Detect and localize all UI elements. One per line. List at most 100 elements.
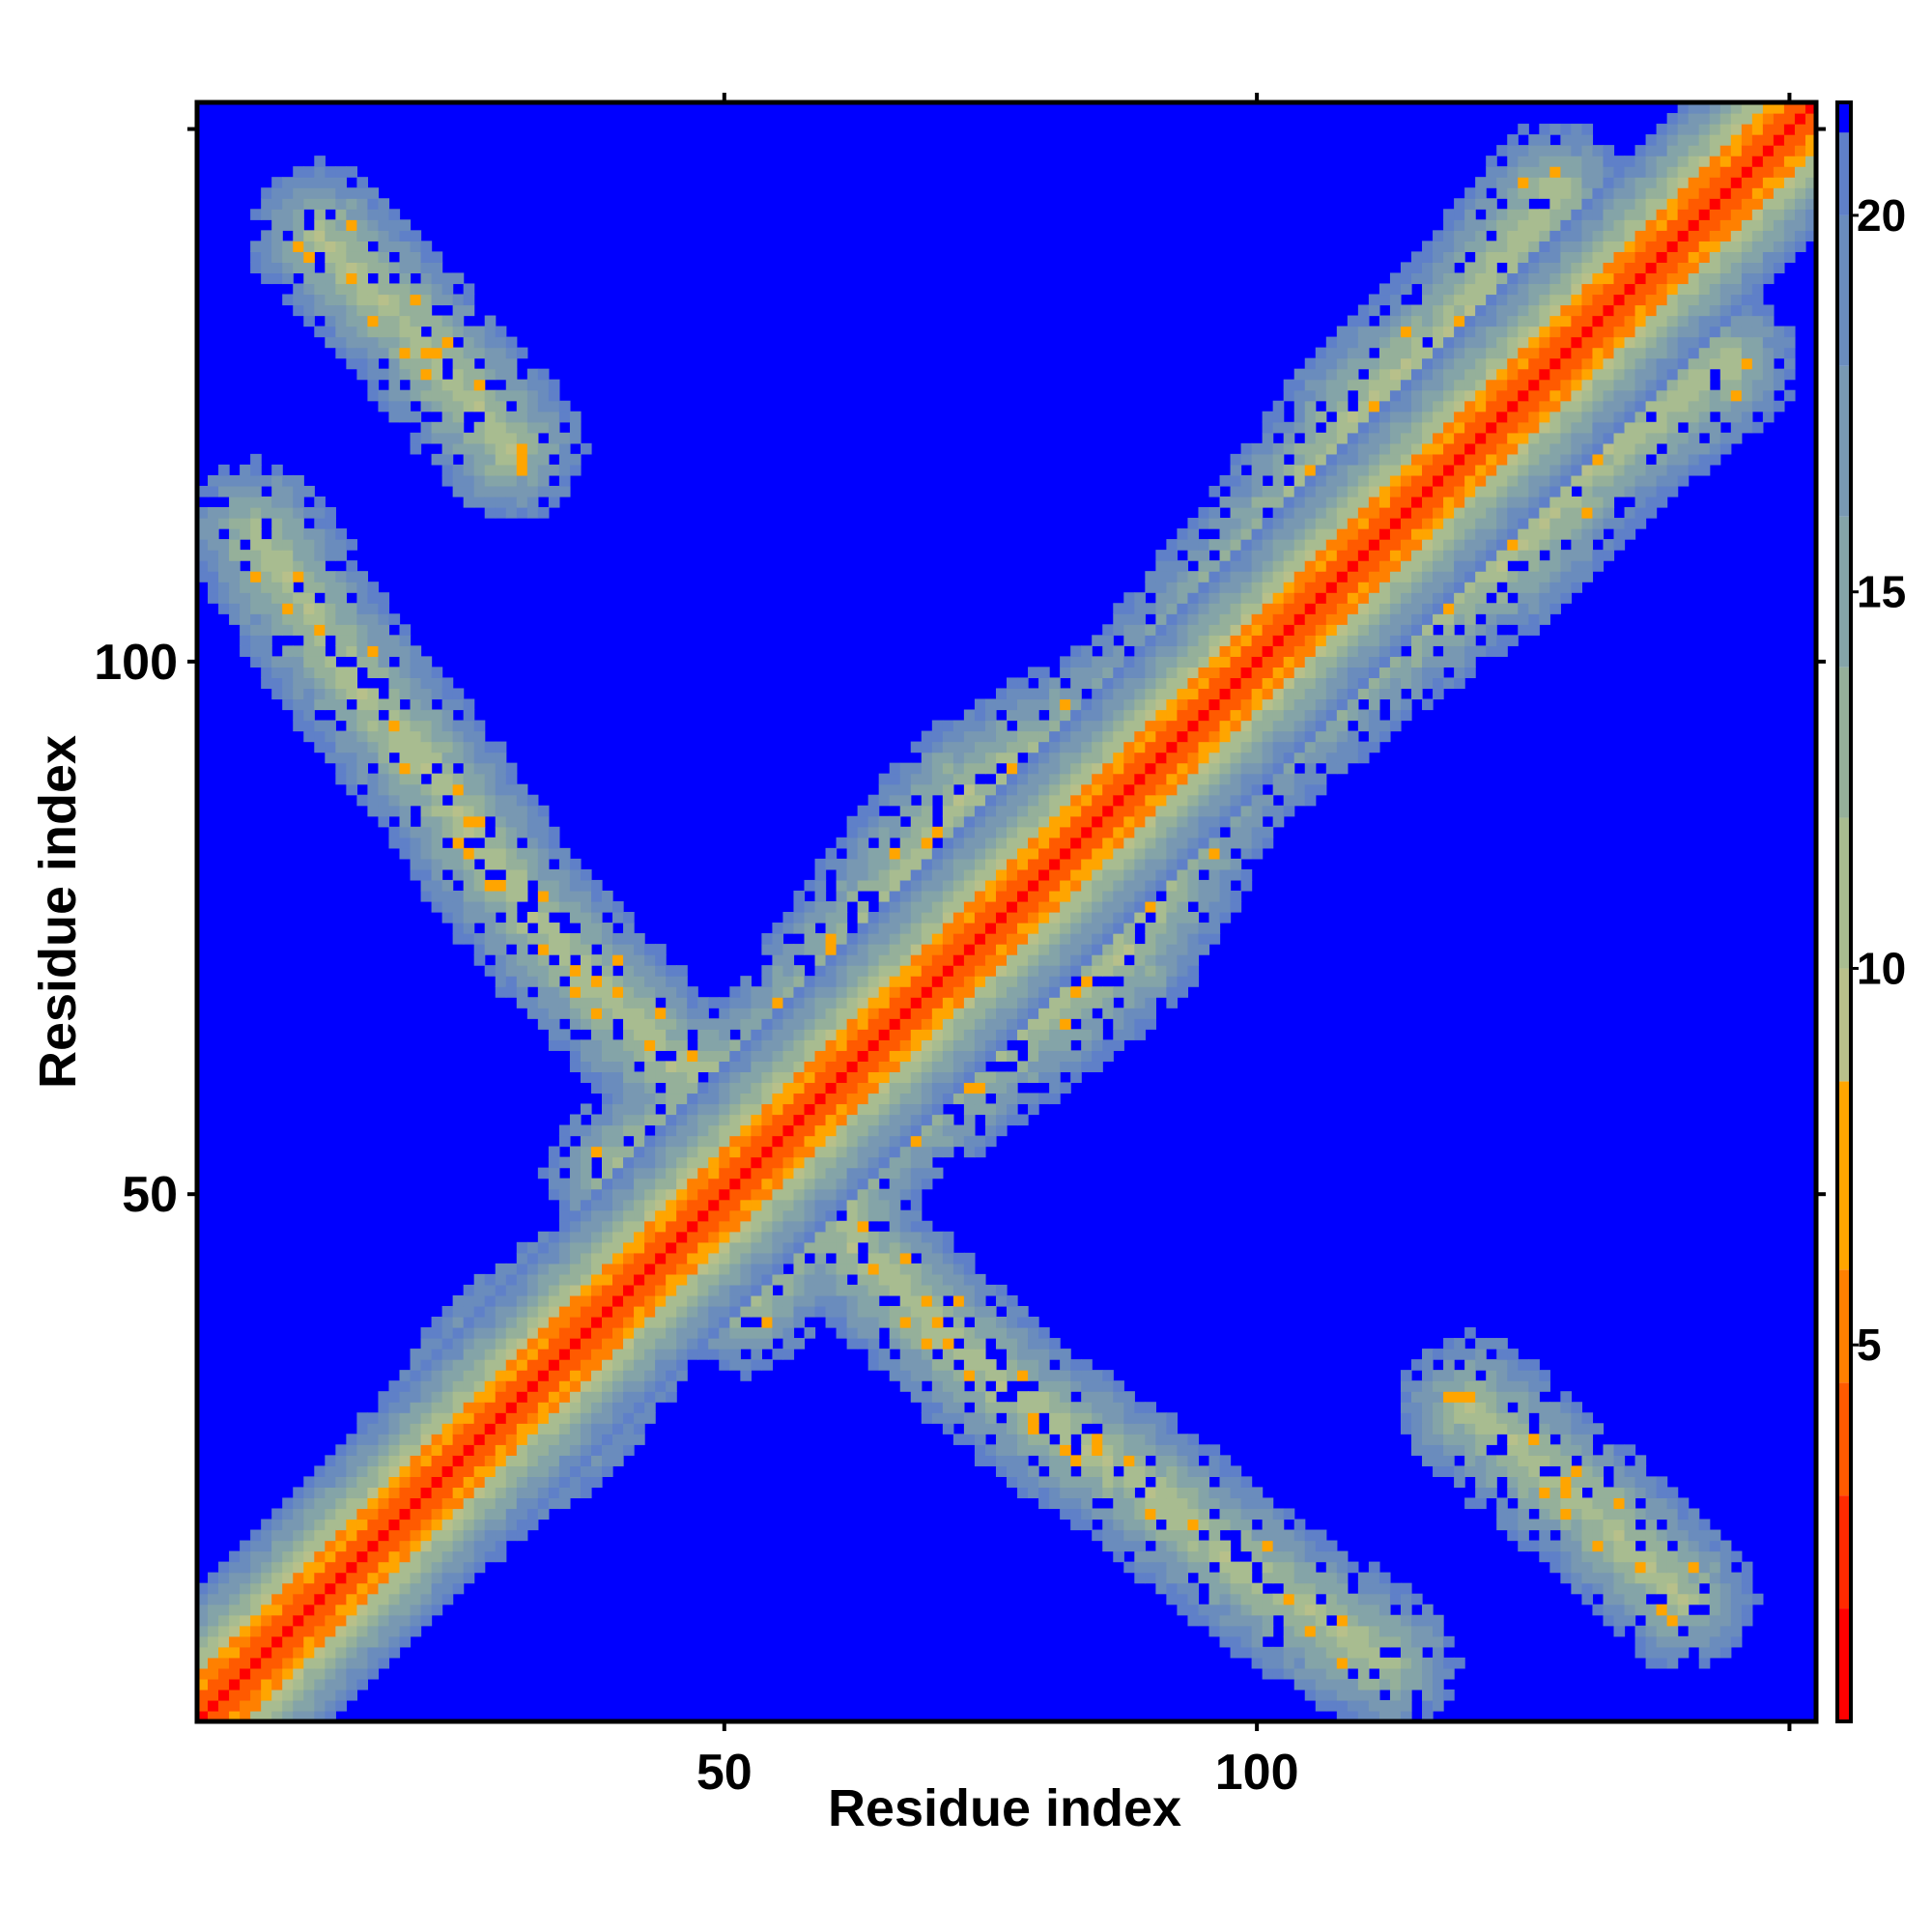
heatmap-cell [431, 1402, 443, 1413]
heatmap-cell [878, 1231, 891, 1243]
heatmap-cell [910, 1294, 923, 1307]
heatmap-cell [952, 1391, 965, 1403]
heatmap-cell [793, 1029, 806, 1040]
heatmap-cell [942, 1231, 954, 1243]
heatmap-cell [942, 933, 954, 945]
heatmap-cell [857, 1178, 869, 1190]
heatmap-cell [537, 944, 550, 955]
heatmap-cell [666, 1103, 677, 1116]
heatmap-cell [1166, 1455, 1179, 1466]
heatmap-cell [836, 1156, 848, 1169]
heatmap-cell [1741, 1604, 1753, 1616]
heatmap-cell [410, 752, 422, 764]
heatmap-cell [1208, 1550, 1221, 1563]
heatmap-cell [1251, 1487, 1264, 1499]
heatmap-cell [1028, 1412, 1039, 1424]
heatmap-cell [1198, 1572, 1210, 1584]
heatmap-cell [558, 1317, 571, 1328]
heatmap-cell [1007, 965, 1018, 977]
heatmap-cell [495, 944, 507, 955]
heatmap-cell [634, 1188, 645, 1201]
heatmap-cell [1528, 1359, 1540, 1371]
heatmap-cell [569, 879, 582, 892]
heatmap-cell [623, 1220, 635, 1233]
heatmap-cell [1092, 1508, 1103, 1520]
heatmap-cell [431, 1465, 443, 1477]
heatmap-cell [984, 1124, 997, 1137]
heatmap-cell [719, 1284, 730, 1296]
heatmap-cell [1422, 1625, 1434, 1637]
heatmap-cell [420, 294, 433, 306]
heatmap-cell [952, 1061, 965, 1072]
heatmap-cell [899, 1231, 912, 1243]
heatmap-cell [602, 1284, 613, 1296]
heatmap-cell [261, 1593, 272, 1605]
heatmap-cell [644, 1284, 656, 1296]
heatmap-cell [388, 741, 401, 753]
heatmap-cell [1230, 1646, 1242, 1659]
heatmap-cell [1560, 1519, 1572, 1531]
heatmap-cell [484, 1455, 497, 1466]
heatmap-cell [473, 890, 486, 902]
heatmap-cell [1145, 1412, 1156, 1424]
heatmap-cell [590, 1220, 603, 1233]
heatmap-cell [1198, 1540, 1210, 1552]
heatmap-cell [1219, 1635, 1232, 1648]
heatmap-cell [931, 965, 944, 977]
heatmap-cell [899, 1327, 912, 1339]
heatmap-cell [984, 944, 997, 955]
heatmap-cell [452, 1317, 465, 1328]
heatmap-cell [1038, 1497, 1050, 1510]
heatmap-cell [910, 741, 923, 753]
heatmap-cell [1656, 1614, 1668, 1627]
heatmap-cell [931, 1294, 944, 1307]
heatmap-cell [1475, 1380, 1487, 1392]
heatmap-cell [303, 1657, 315, 1669]
heatmap-cell [1549, 1550, 1561, 1563]
heatmap-cell [719, 1061, 730, 1072]
heatmap-cell [569, 1231, 582, 1243]
heatmap-cell [1134, 1550, 1146, 1563]
heatmap-cell [867, 1359, 880, 1371]
heatmap-cell [687, 1273, 698, 1286]
heatmap-cell [271, 485, 283, 497]
heatmap-cell [1433, 1465, 1444, 1477]
heatmap-cell [1145, 1550, 1156, 1563]
heatmap-cell [857, 858, 869, 870]
heatmap-cell [410, 1561, 422, 1574]
heatmap-cell [526, 1465, 539, 1477]
heatmap-cell [1028, 1349, 1039, 1360]
heatmap-cell [558, 1008, 571, 1019]
heatmap-cell [240, 624, 251, 636]
heatmap-cell [857, 1029, 869, 1040]
heatmap-cell [303, 241, 315, 252]
heatmap-cell [1347, 1593, 1359, 1605]
heatmap-cell [719, 1294, 730, 1307]
heatmap-cell [729, 1061, 741, 1072]
heatmap-cell [356, 624, 369, 636]
heatmap-cell [1134, 1423, 1146, 1435]
heatmap-cell [623, 1156, 635, 1169]
heatmap-cell [1347, 1646, 1359, 1659]
heatmap-cell [1251, 1635, 1264, 1648]
heatmap-cell [1549, 1508, 1561, 1520]
heatmap-cell [1496, 1508, 1508, 1520]
heatmap-cell [984, 1029, 997, 1040]
heatmap-cell [282, 187, 294, 199]
heatmap-cell [889, 997, 901, 1009]
heatmap-cell [751, 1029, 762, 1040]
heatmap-cell [229, 474, 241, 487]
heatmap-cell [782, 1156, 795, 1169]
heatmap-cell [995, 1103, 1008, 1116]
heatmap-cell [719, 1103, 730, 1116]
heatmap-cell [378, 762, 390, 775]
heatmap-cell [282, 1657, 294, 1669]
heatmap-cell [526, 976, 539, 987]
heatmap-cell [420, 1465, 433, 1477]
heatmap-cell [250, 1646, 262, 1659]
heatmap-cell [878, 1359, 891, 1371]
heatmap-cell [1688, 1593, 1700, 1605]
heatmap-cell [910, 1220, 923, 1233]
heatmap-cell [558, 1423, 571, 1435]
heatmap-cell [942, 1050, 954, 1062]
